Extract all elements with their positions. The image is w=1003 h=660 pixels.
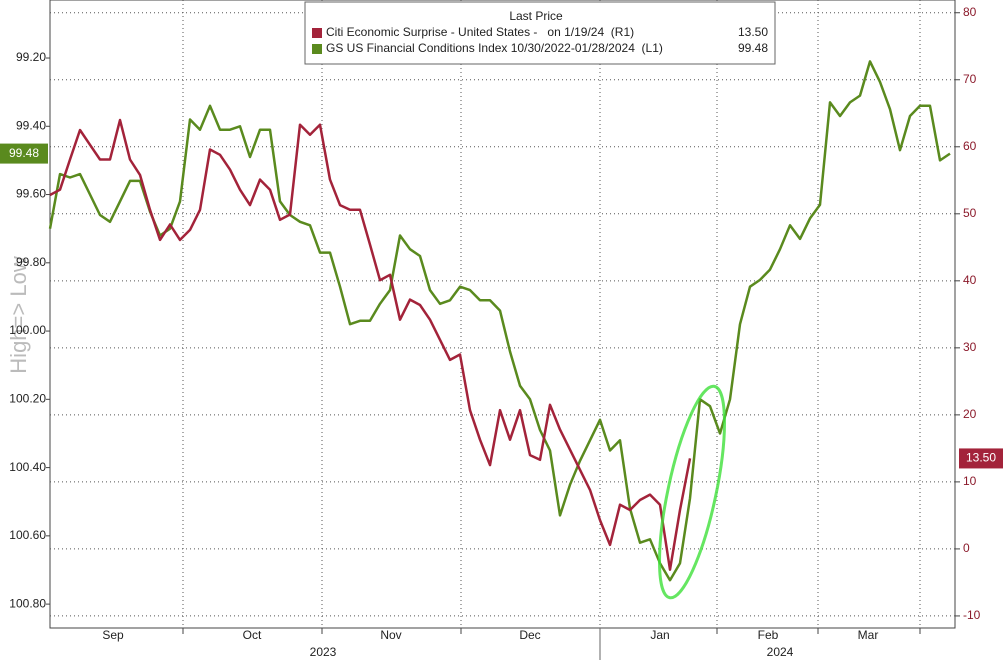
legend-box: [304, 1, 776, 65]
y2-tick-label: 70: [963, 72, 977, 86]
y2-tick-label: 40: [963, 273, 977, 287]
legend: Last Price Citi Economic Surprise - Unit…: [304, 1, 776, 65]
x-tick-label: Feb: [758, 628, 779, 642]
x-tick-label: Mar: [858, 628, 879, 642]
legend-swatch: [312, 44, 322, 54]
y2-tick-label: 60: [963, 139, 977, 153]
legend-title: Last Price: [509, 9, 563, 23]
last-value-tag: [0, 143, 48, 164]
y-tick-label: 100.80: [9, 596, 46, 610]
y2-tick-label: 0: [963, 541, 970, 555]
y2-tick-label: 50: [963, 206, 977, 220]
plot-area: [49, 0, 956, 629]
y2-tick-label: 30: [963, 340, 977, 354]
x-tick-label: Nov: [380, 628, 401, 642]
year-label: 2024: [767, 645, 794, 659]
x-tick-label: Dec: [519, 628, 540, 642]
y2-tick-label: 10: [963, 474, 977, 488]
year-label: 2023: [310, 645, 337, 659]
y-tick-label: 99.80: [16, 255, 46, 269]
y-tick-label: 99.20: [16, 50, 46, 64]
x-tick-label: Oct: [243, 628, 262, 642]
y-tick-label: 100.60: [9, 528, 46, 542]
y-tick-label: 99.60: [16, 187, 46, 201]
series-line: [48, 60, 951, 582]
legend-label: Citi Economic Surprise - United States -…: [326, 25, 634, 39]
legend-value: 13.50: [738, 25, 768, 39]
legend-label: GS US Financial Conditions Index 10/30/2…: [326, 41, 663, 55]
highlight-ellipse: [658, 384, 726, 600]
last-value-tag-label: 13.50: [966, 451, 996, 465]
y-tick-label: 100.40: [9, 460, 46, 474]
series-line: [49, 118, 692, 571]
legend-value: 99.48: [738, 41, 768, 55]
x-tick-label: Sep: [102, 628, 124, 642]
y2-tick-label: -10: [963, 608, 981, 622]
last-value-tag: [959, 448, 1003, 469]
last-value-tag-label: 99.48: [9, 146, 39, 160]
y2-tick-label: 80: [963, 5, 977, 19]
y-axis-label: High=> Low: [6, 256, 31, 374]
y-tick-label: 100.00: [9, 323, 46, 337]
y-tick-label: 100.20: [9, 391, 46, 405]
y2-tick-label: 20: [963, 407, 977, 421]
y-tick-label: 99.40: [16, 118, 46, 132]
legend-swatch: [312, 28, 322, 38]
x-tick-label: Jan: [650, 628, 669, 642]
